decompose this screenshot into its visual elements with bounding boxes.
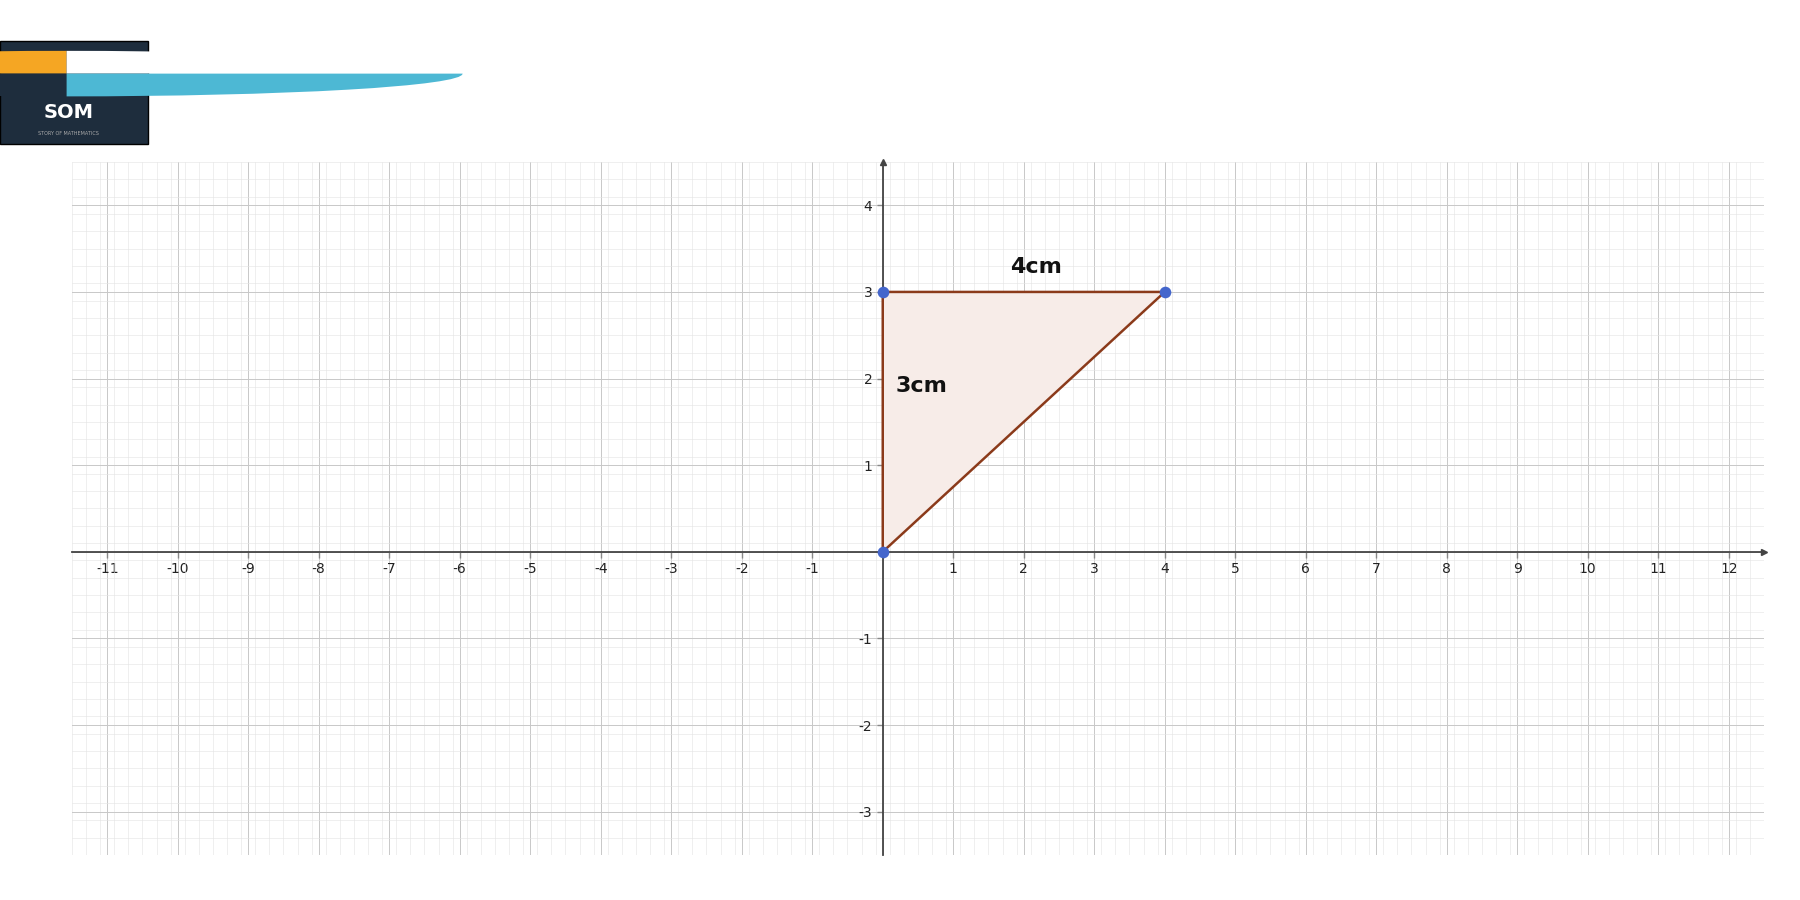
Wedge shape: [67, 50, 463, 74]
Point: [868, 544, 896, 559]
Polygon shape: [882, 292, 1165, 552]
Text: STORY OF MATHEMATICS: STORY OF MATHEMATICS: [38, 131, 99, 136]
Wedge shape: [0, 50, 67, 74]
Wedge shape: [67, 74, 463, 96]
Text: SOM: SOM: [43, 104, 94, 122]
Wedge shape: [0, 74, 67, 96]
Point: [868, 284, 896, 299]
FancyBboxPatch shape: [0, 40, 148, 144]
Text: 3cm: 3cm: [895, 375, 947, 396]
Text: 4cm: 4cm: [1010, 256, 1062, 277]
Point: [1150, 284, 1179, 299]
